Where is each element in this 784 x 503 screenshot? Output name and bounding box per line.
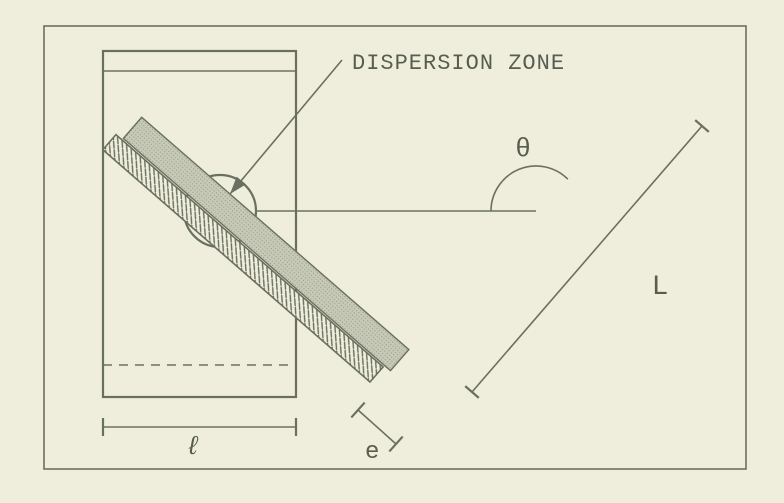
l-label: L	[652, 272, 669, 303]
ell-label: ℓ	[185, 432, 201, 462]
e-label: e	[365, 439, 379, 466]
theta-label: θ	[515, 134, 531, 164]
dispersion-zone-title: DISPERSION ZONE	[352, 51, 565, 76]
